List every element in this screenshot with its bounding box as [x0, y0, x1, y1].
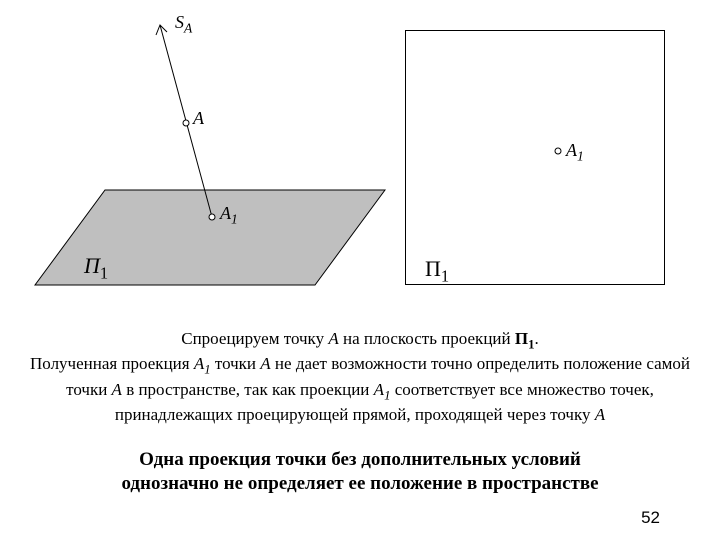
conclusion-text: Одна проекция точки без дополнительных у… [0, 448, 720, 496]
body-text: Спроецируем точку A на плоскость проекци… [0, 328, 720, 425]
label-a1: A1 [220, 203, 238, 228]
point-a1-right [555, 148, 561, 154]
figure-area: A A1 SA П1 A1 П1 [0, 0, 720, 320]
point-a1 [209, 214, 215, 220]
label-sa: SA [175, 12, 192, 37]
label-pi1-left: П1 [84, 253, 108, 283]
point-a [183, 120, 189, 126]
right-diagram-box [405, 30, 665, 285]
right-diagram-svg [406, 31, 666, 286]
label-a: A [193, 108, 204, 129]
label-a1-right: A1 [566, 140, 584, 165]
page-number: 52 [641, 508, 660, 528]
label-pi1-right: П1 [425, 256, 449, 286]
left-diagram [25, 10, 395, 300]
